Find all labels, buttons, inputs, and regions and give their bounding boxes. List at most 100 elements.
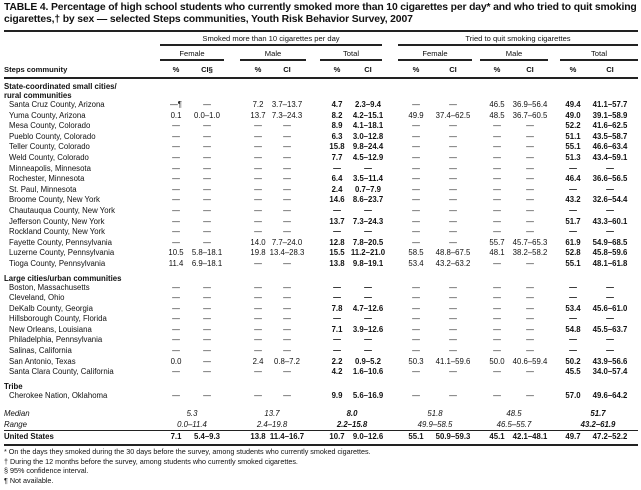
table-row: St. Paul, Minnesota — — — — 2.4 0.7–7.9 — — — — — — — [0, 185, 641, 196]
community-name: Mesa County, Colorado — [9, 121, 91, 131]
table-cell: — — [254, 216, 262, 226]
table-cell: — — [412, 131, 420, 141]
table-row: Pueblo County, Colorado — — — — 6.3 3.0–12.8 — —… — [0, 132, 641, 143]
table-cell: — — [283, 184, 291, 194]
table-cell: 3.5–11.4 — [353, 174, 383, 184]
table-cell: 9.8–19.1 — [352, 258, 384, 268]
table-cell: 43.5–58.7 — [592, 131, 628, 141]
us-cell: 49.7 — [565, 432, 581, 441]
table-cell: — — [412, 314, 420, 324]
table-cell: 51.7 — [565, 216, 581, 226]
median-value: 48.5 — [506, 409, 522, 418]
table-cell: — — [203, 142, 211, 152]
table-cell: — — [449, 367, 457, 377]
table-cell: — — [526, 314, 534, 324]
median-value: 51.8 — [427, 409, 443, 418]
table-cell: — — [449, 314, 457, 324]
table-cell: — — [569, 293, 577, 303]
table-cell: 13.8 — [329, 258, 345, 268]
table-cell: — — [364, 163, 372, 173]
table-cell: — — [172, 121, 180, 131]
table-cell: — — [283, 324, 291, 334]
table-cell: — — [283, 346, 291, 356]
table-cell: — — [283, 303, 291, 313]
table-cell: 4.2 — [331, 367, 343, 377]
table-cell: 0.8–7.2 — [273, 356, 300, 366]
table-cell: 7.2 — [252, 100, 264, 109]
table-cell: — — [412, 184, 420, 194]
table-cell: — — [172, 282, 180, 292]
table-cell: 45.7–65.3 — [512, 237, 548, 247]
table-cell: — — [412, 152, 420, 162]
table-cell: — — [569, 163, 577, 173]
table-cell: — — [526, 174, 534, 184]
table-cell: — — [493, 216, 501, 226]
table-cell: — — [283, 293, 291, 303]
table-cell: — — [493, 282, 501, 292]
col-header-ci: CI§ — [201, 65, 213, 74]
table-cell: 8.6–23.7 — [352, 195, 384, 205]
table-cell: — — [203, 390, 211, 400]
table-cell: — — [449, 346, 457, 356]
table-cell: — — [364, 227, 372, 237]
table-cell: 54.8 — [565, 324, 581, 334]
table-cell: — — [203, 174, 211, 184]
table-cell: — — [254, 346, 262, 356]
table-cell: 61.9 — [565, 237, 581, 247]
rule-total-2 — [560, 59, 638, 61]
table-cell: — — [449, 303, 457, 313]
header-total-2: Total — [590, 49, 608, 58]
community-name: Rockland County, New York — [9, 227, 106, 237]
table-cell: — — [203, 227, 211, 237]
table-cell: — — [569, 227, 577, 237]
united-states-row: United States 7.1 5.4–9.3 13.8 11.4–16.7 10.7… — [0, 432, 641, 443]
table-cell: — — [412, 227, 420, 237]
table-cell: — — [526, 205, 534, 215]
table-cell: 43.2 — [565, 195, 581, 205]
table-cell: — — [333, 205, 341, 215]
table-cell: — — [606, 293, 614, 303]
table-cell: — — [254, 293, 262, 303]
table-cell: — — [172, 152, 180, 162]
table-cell: — — [333, 282, 341, 292]
table-cell: — — [412, 195, 420, 205]
table-cell: — — [254, 324, 262, 334]
group-header-smoked: Smoked more than 10 cigarettes per day — [202, 34, 340, 43]
community-name: Minneapolis, Minnesota — [9, 163, 91, 173]
community-name: Cleveland, Ohio — [9, 293, 65, 303]
table-cell: — — [412, 282, 420, 292]
table-cell: — — [449, 335, 457, 345]
table-cell: — — [254, 390, 262, 400]
table-cell: — — [493, 121, 501, 131]
table-cell: — — [493, 152, 501, 162]
table-cell: — — [203, 356, 211, 366]
col-header-pct: % — [172, 65, 180, 74]
table-cell: — — [254, 152, 262, 162]
table-cell: 48.5 — [489, 110, 505, 120]
us-cell: 7.1 — [170, 432, 182, 441]
section-header: State-coordinated small cities/ — [0, 82, 641, 91]
table-cell: — — [526, 335, 534, 345]
table-row: Chautauqua County, New York — — — — — — — — — — — — — [0, 206, 641, 217]
table-cell: — — [449, 216, 457, 226]
table-cell: 46.5 — [489, 100, 505, 109]
header-female-2: Female — [422, 49, 448, 58]
table-cell: 51.1 — [565, 131, 581, 141]
table-cell: — — [172, 195, 180, 205]
table-cell: — — [412, 390, 420, 400]
table-cell: — — [283, 367, 291, 377]
median-label: Median — [4, 409, 30, 418]
table-cell: 45.5 — [565, 367, 581, 377]
table-cell: — — [449, 227, 457, 237]
table-cell: — — [526, 390, 534, 400]
table-cell: — — [449, 152, 457, 162]
us-cell: 45.1 — [489, 432, 505, 441]
table-cell: — — [203, 293, 211, 303]
table-cell: — — [172, 227, 180, 237]
table-row: New Orleans, Louisiana — — — — 7.1 3.9–12.6 — — —… — [0, 325, 641, 336]
table-cell: — — [449, 195, 457, 205]
table-cell: — — [493, 390, 501, 400]
table-cell: — — [333, 314, 341, 324]
table-cell: — — [606, 282, 614, 292]
table-cell: 3.7–13.7 — [271, 100, 303, 109]
